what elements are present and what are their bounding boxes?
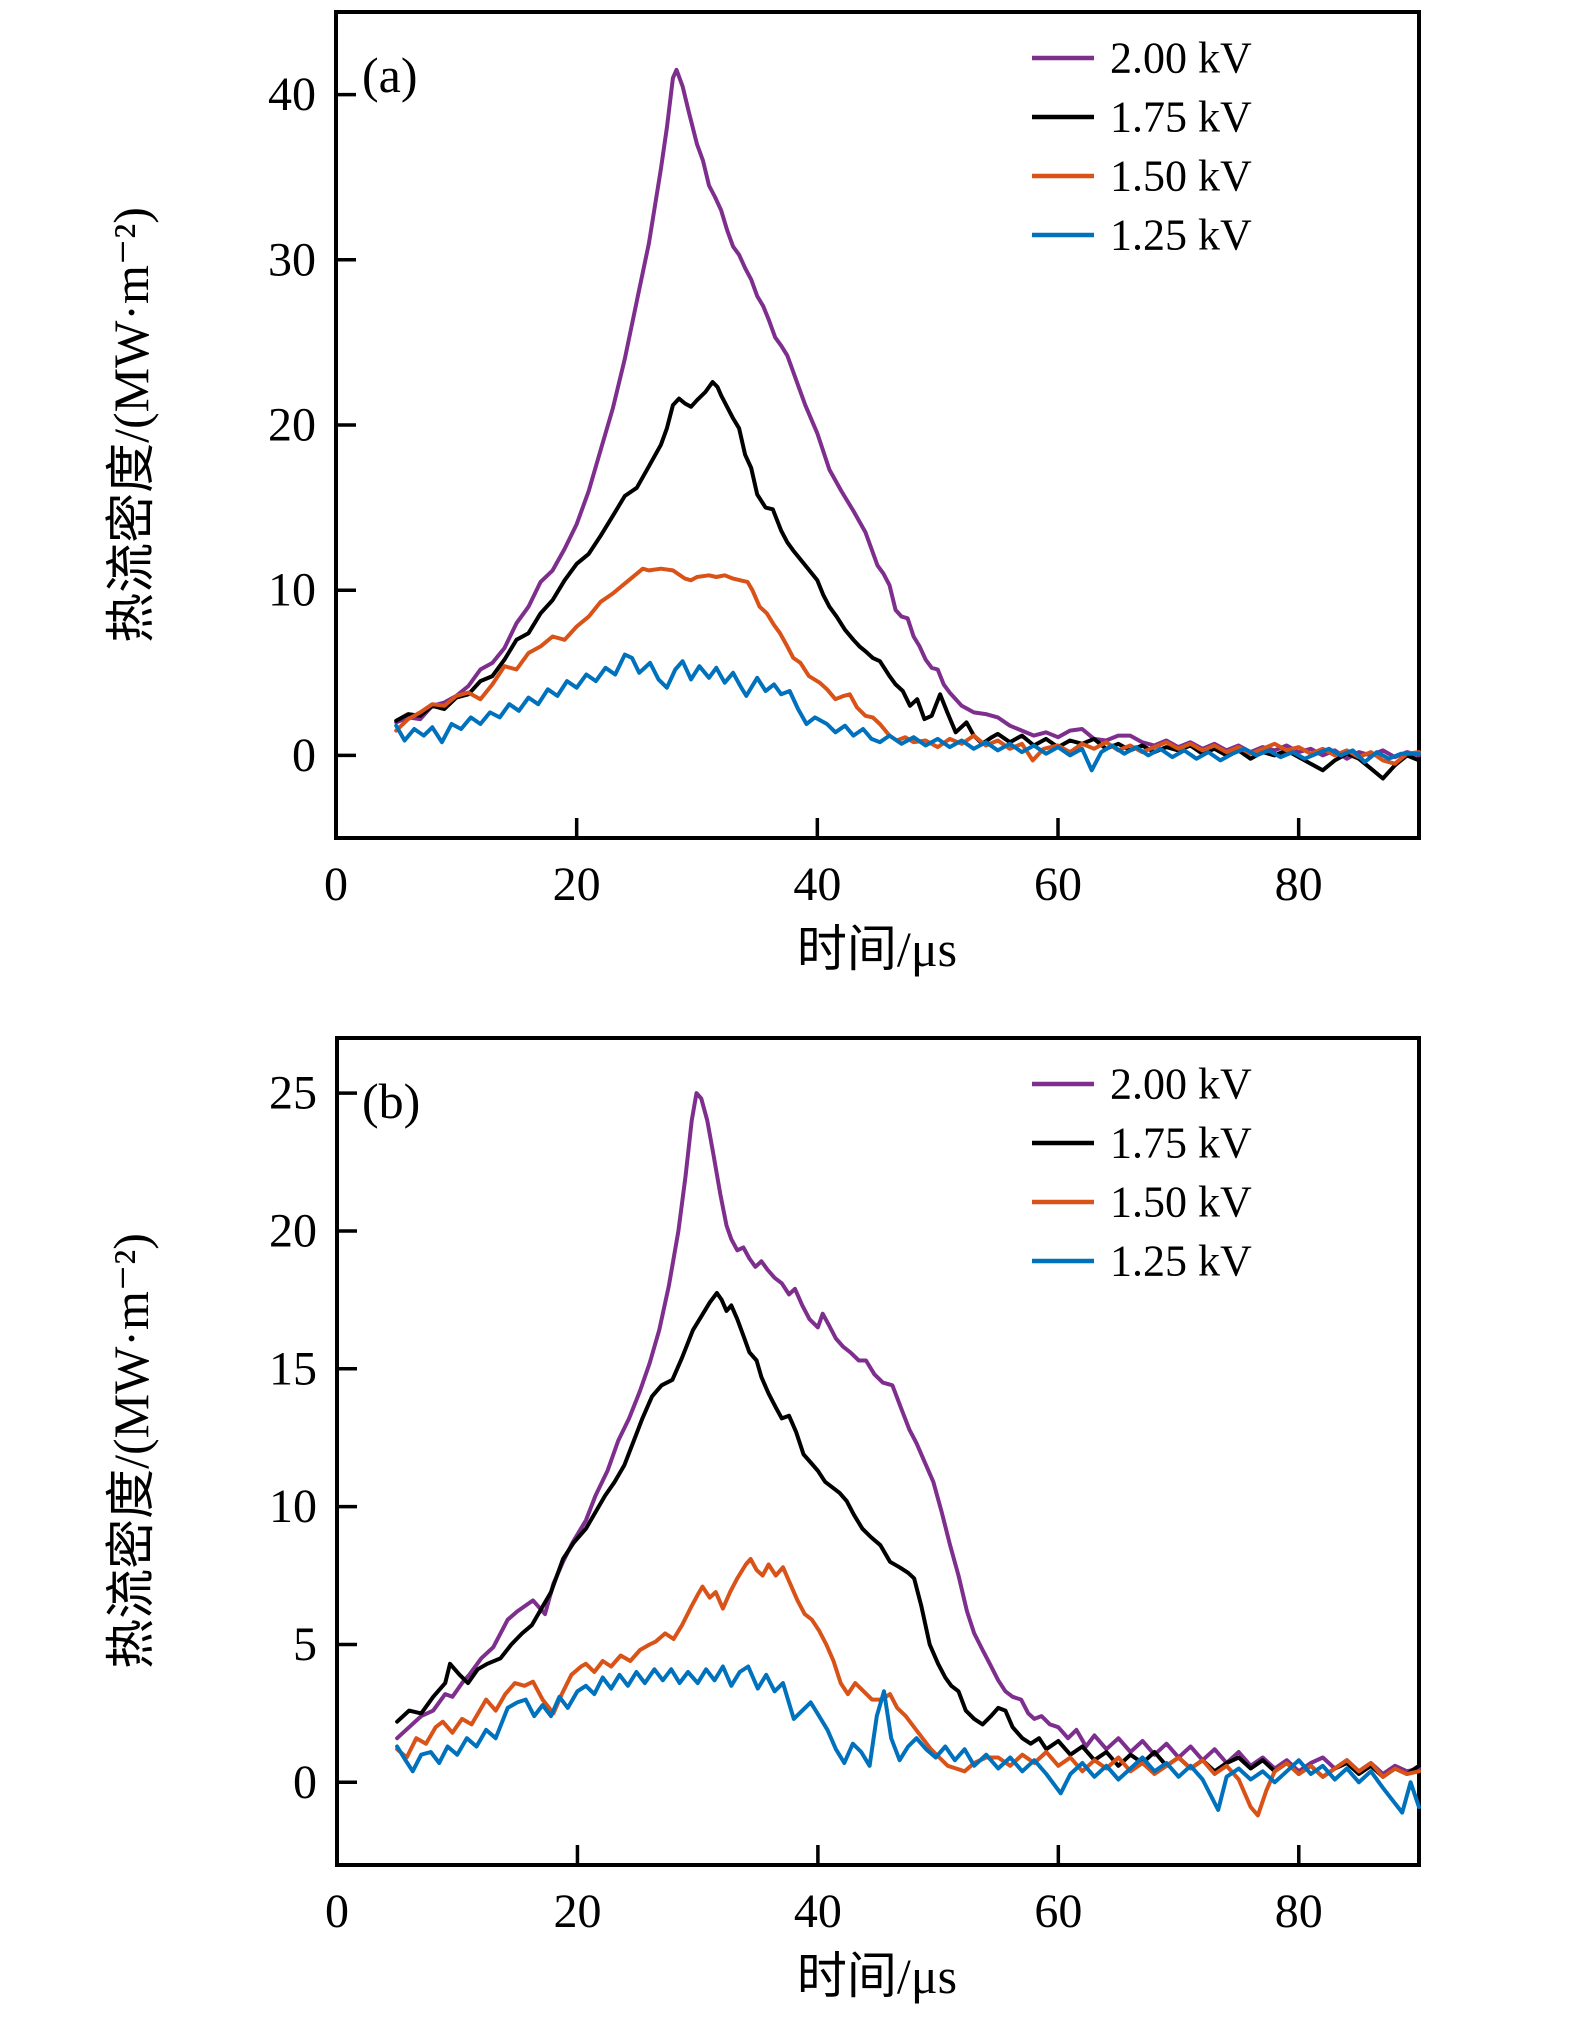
panel-a-x-tick-label: 60 <box>1034 858 1082 911</box>
panel-a-y-tick-label: 10 <box>268 564 316 617</box>
panel-a-series-1.75kV <box>394 380 1421 781</box>
panel-b-x-tick-label: 20 <box>553 1885 601 1938</box>
panel-b-spines <box>335 1036 1421 1867</box>
panel-a-y-tick-label: 30 <box>268 233 316 286</box>
panel-b-series-2.00kV <box>395 1091 1421 1776</box>
panel-a-x-tick-label: 0 <box>324 858 348 911</box>
panel-a-x-tick-label: 20 <box>553 858 601 911</box>
panel-b-legend-label: 1.50 kV <box>1110 1178 1252 1227</box>
panel-b-series-1.25kV <box>395 1664 1421 1815</box>
panel-a-legend-label: 2.00 kV <box>1110 34 1252 83</box>
panel-b-series-1.75kV <box>395 1291 1421 1779</box>
panel-b-y-axis-label: 热流密度/(MW·m⁻²) <box>103 1233 159 1669</box>
panel-a-y-tick-label: 0 <box>292 729 316 782</box>
panel-a-x-tick-label: 40 <box>793 858 841 911</box>
panel-b-x-tick-label: 60 <box>1034 1885 1082 1938</box>
panel-a-legend-label: 1.25 kV <box>1110 211 1252 260</box>
panel-a-series-2.00kV <box>394 67 1421 761</box>
panel-b-x-tick-label: 80 <box>1275 1885 1323 1938</box>
panel-a-letter: (a) <box>362 47 418 103</box>
panel-b-x-tick-label: 40 <box>794 1885 842 1938</box>
panel-a-legend-label: 1.50 kV <box>1110 152 1252 201</box>
panel-b-legend-label: 1.25 kV <box>1110 1237 1252 1286</box>
generated-plot-layers: 0 20 40 60 80 0 10 20 30 40 2.00 kV 1.75 kV 1.50 kV 1… <box>268 10 1421 1938</box>
panel-a-y-axis-label: 热流密度/(MW·m⁻²) <box>103 207 159 643</box>
panel-b-y-tick-label: 20 <box>269 1204 317 1257</box>
panel-b-y-tick-label: 15 <box>269 1342 317 1395</box>
panel-b-y-tick-label: 0 <box>293 1756 317 1809</box>
panel-a-x-axis-label: 时间/μs <box>797 921 957 977</box>
panel-b-y-tick-label: 10 <box>269 1480 317 1533</box>
panel-b-legend-label: 1.75 kV <box>1110 1119 1252 1168</box>
panel-a-x-tick-label: 80 <box>1275 858 1323 911</box>
panel-a-series-1.50kV <box>394 566 1421 766</box>
panel-a-y-tick-label: 40 <box>268 68 316 121</box>
panel-a-y-tick-label: 20 <box>268 399 316 452</box>
panel-a-spines <box>334 10 1421 840</box>
panel-b-x-axis-label: 时间/μs <box>797 1948 957 2004</box>
panel-b-legend-label: 2.00 kV <box>1110 1060 1252 1109</box>
panel-b-letter: (b) <box>362 1073 420 1129</box>
panel-b-x-tick-label: 0 <box>325 1885 349 1938</box>
panel-b-series-1.50kV <box>395 1557 1421 1818</box>
panel-b-y-tick-label: 5 <box>293 1618 317 1671</box>
panel-b-y-tick-label: 25 <box>269 1067 317 1120</box>
panel-a-legend-label: 1.75 kV <box>1110 93 1252 142</box>
panel-a-series-1.25kV <box>394 652 1421 773</box>
